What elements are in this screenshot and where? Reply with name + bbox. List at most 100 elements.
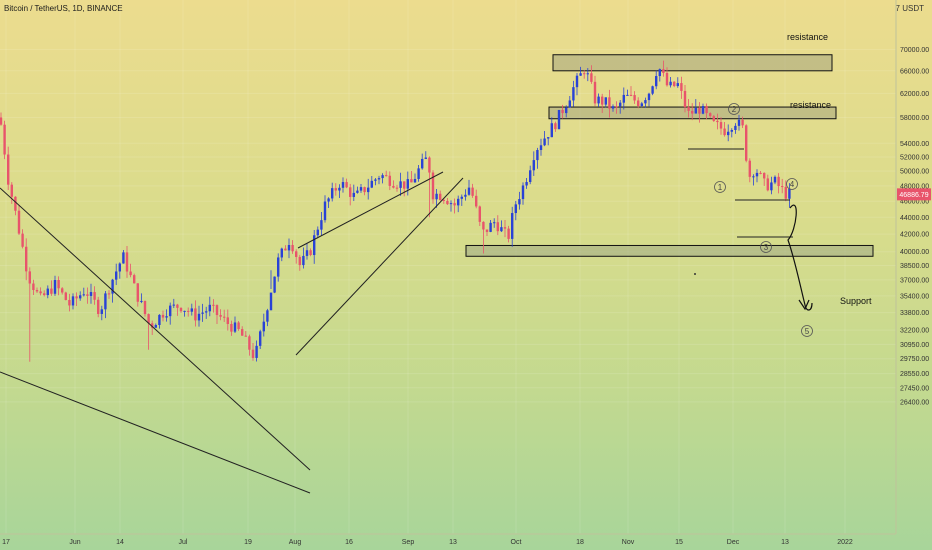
x-axis[interactable]: 17 Jun 14 Jul 19 Aug 16 Sep 13 Oct 18 Nov 15 Dec 13 202… — [2, 539, 853, 546]
candle-body — [604, 97, 607, 105]
x-tick-label: Oct — [511, 539, 522, 546]
candle-body — [673, 81, 676, 87]
candle-body — [615, 106, 618, 108]
y-tick-label: 62000.00 — [900, 91, 929, 98]
candle-body — [518, 199, 521, 205]
candle-body — [694, 107, 697, 114]
candle-body — [7, 154, 10, 185]
candle-body — [788, 188, 791, 199]
candle-body — [122, 252, 125, 264]
candle-body — [687, 107, 690, 111]
candle-body — [755, 172, 759, 177]
candle-body — [467, 187, 471, 195]
candle-body — [183, 310, 186, 312]
candle-body — [46, 288, 49, 296]
candle-body — [644, 100, 647, 104]
candle-body — [151, 323, 154, 328]
y-tick-label: 44000.00 — [900, 215, 929, 222]
candle-body — [309, 250, 312, 256]
candle-body — [579, 73, 582, 76]
resistance-label-lower: resistance — [790, 100, 831, 110]
candle-body — [550, 123, 553, 138]
candle-body — [403, 181, 406, 189]
candle-body — [737, 119, 741, 126]
candle-body — [255, 345, 258, 358]
candle-body — [723, 128, 726, 136]
x-tick-label: Nov — [622, 539, 635, 546]
candle-body — [111, 279, 114, 294]
candle-body — [655, 76, 658, 87]
y-tick-label: 35400.00 — [900, 293, 929, 300]
wave-5-label: 5 — [805, 327, 810, 336]
candle-body — [705, 106, 708, 114]
candle-body — [572, 87, 575, 101]
falling-wedge-lower-line — [0, 371, 311, 494]
candle-body — [50, 288, 53, 294]
candle-body — [316, 229, 319, 236]
rising-wedge-upper-line — [297, 171, 444, 249]
candle-body — [262, 321, 265, 332]
candle-body — [532, 160, 535, 171]
candle-body — [273, 276, 276, 293]
candle-body — [691, 110, 694, 114]
candle-body — [313, 235, 316, 256]
candle-body — [406, 179, 409, 189]
candle-body — [773, 176, 777, 183]
candle-body — [601, 96, 604, 105]
candle-body — [172, 304, 175, 306]
currency-label: 7 USDT — [896, 4, 924, 13]
candle-body — [385, 175, 388, 177]
candle-body — [683, 90, 687, 108]
currency-unit: USDT — [902, 4, 924, 13]
candle-body — [17, 210, 21, 234]
candle-body — [28, 271, 31, 284]
candle-body — [597, 96, 600, 104]
candle-body — [421, 158, 424, 169]
candle-body — [284, 248, 287, 251]
candle-body — [392, 185, 395, 188]
candle-body — [295, 251, 298, 257]
candle-body — [129, 271, 132, 276]
candle-body — [698, 107, 701, 114]
candle-body — [590, 73, 593, 82]
candle-body — [457, 198, 460, 206]
x-tick-label: 17 — [2, 539, 10, 546]
candle-body — [205, 311, 208, 313]
candle-body — [745, 125, 748, 161]
candle-body — [14, 196, 17, 211]
candle-body — [701, 106, 705, 114]
x-tick-label: Jul — [179, 539, 188, 546]
candle-body — [478, 206, 481, 222]
y-axis[interactable]: 70000.00 66000.00 62000.00 58000.00 54000.00… — [900, 47, 929, 406]
candle-body — [629, 94, 633, 96]
x-tick-label: 2022 — [837, 539, 853, 546]
candle-body — [115, 271, 118, 280]
candlestick-series — [0, 60, 791, 362]
wave-2-circle — [728, 103, 740, 115]
candle-body — [320, 220, 323, 230]
candle-body — [449, 203, 453, 205]
candle-body — [716, 120, 719, 123]
trend-lines — [0, 148, 813, 494]
candle-body — [79, 295, 82, 299]
y-tick-label: 50000.00 — [900, 169, 929, 176]
x-tick-label: Dec — [727, 539, 740, 546]
wave-labels: 1 2 3 4 5 — [714, 103, 813, 337]
candle-body — [248, 336, 251, 350]
candle-body — [43, 293, 46, 296]
candle-body — [781, 186, 784, 188]
y-tick-label: 29750.00 — [900, 356, 929, 363]
candle-body — [179, 307, 183, 312]
candle-body — [651, 86, 654, 94]
y-tick-label: 37000.00 — [900, 277, 929, 284]
x-tick-label: 19 — [244, 539, 252, 546]
candle-body — [280, 248, 283, 258]
projection-arrow-path — [787, 204, 813, 311]
candle-body — [543, 138, 546, 146]
candle-body — [554, 123, 557, 130]
candle-body — [219, 315, 222, 317]
marker-dot — [694, 273, 696, 275]
x-tick-label: Jun — [69, 539, 80, 546]
